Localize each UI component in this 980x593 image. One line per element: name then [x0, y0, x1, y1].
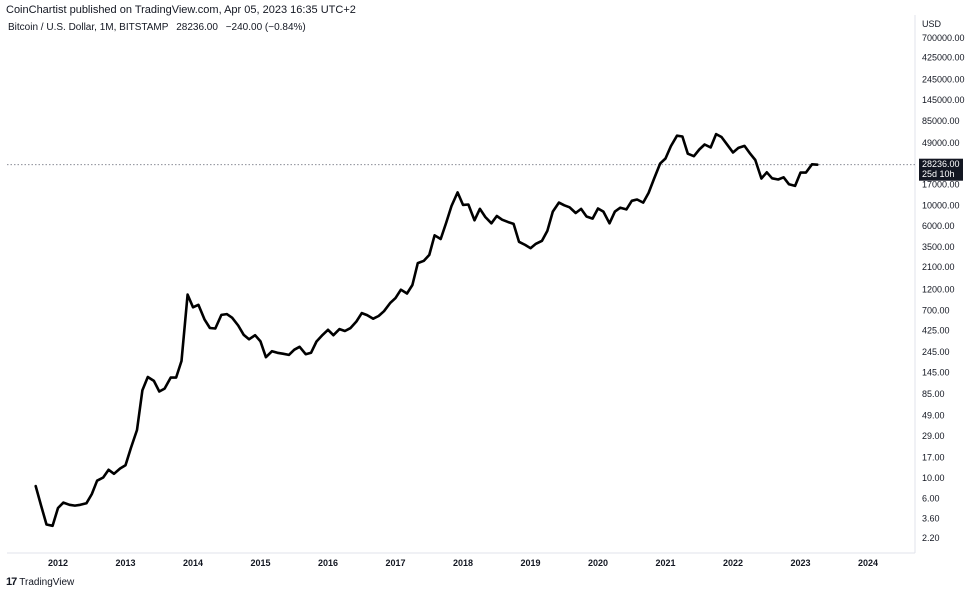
- price-tick-label: 2.20: [922, 533, 940, 543]
- price-tick-label: 700.00: [922, 306, 950, 316]
- symbol-change: −240.00 (−0.84%): [225, 22, 306, 33]
- currency-label: USD: [922, 19, 942, 29]
- price-tick-label: 1200.00: [922, 284, 955, 294]
- price-tick-label: 85.00: [922, 389, 945, 399]
- time-tick-label: 2023: [790, 558, 810, 568]
- price-tick-label: 10.00: [922, 473, 945, 483]
- price-tick-label: 2100.00: [922, 262, 955, 272]
- time-tick-label: 2019: [520, 558, 540, 568]
- price-tick-label: 29.00: [922, 431, 945, 441]
- price-axis[interactable]: USD 700000.00 425000.00 245000.00 145000.00 8…: [922, 19, 965, 543]
- price-tick-label: 145.00: [922, 368, 950, 378]
- price-tick-label: 49.00: [922, 411, 945, 421]
- last-price-badge-bg: [919, 158, 963, 181]
- price-tick-label: 17000.00: [922, 180, 960, 190]
- time-tick-label: 2021: [655, 558, 675, 568]
- price-tick-label: 425000.00: [922, 53, 965, 63]
- price-tick-label: 85000.00: [922, 116, 960, 126]
- symbol-last-price: 28236.00: [176, 22, 218, 33]
- time-tick-label: 2014: [183, 558, 203, 568]
- symbol-legend: Bitcoin / U.S. Dollar, 1M, BITSTAMP 2823…: [8, 22, 311, 33]
- axes-frame: [7, 15, 916, 554]
- time-tick-label: 2018: [453, 558, 473, 568]
- price-tick-label: 10000.00: [922, 201, 960, 211]
- time-tick-label: 2017: [385, 558, 405, 568]
- price-tick-label: 245000.00: [922, 74, 965, 84]
- btc-price-line: [34, 132, 819, 528]
- price-tick-label: 3500.00: [922, 242, 955, 252]
- symbol-name: Bitcoin / U.S. Dollar, 1M, BITSTAMP: [8, 22, 169, 33]
- price-tick-label: 3.60: [922, 514, 940, 524]
- price-tick-label: 49000.00: [922, 138, 960, 148]
- last-price-badge: 28236.00 25d 10h: [919, 158, 963, 181]
- price-series: [34, 132, 819, 528]
- time-tick-label: 2016: [318, 558, 338, 568]
- time-tick-label: 2013: [115, 558, 135, 568]
- time-tick-label: 2015: [250, 558, 270, 568]
- footer-brand: TradingView: [19, 576, 75, 588]
- time-tick-label: 2022: [723, 558, 743, 568]
- price-tick-label: 700000.00: [922, 33, 965, 43]
- price-tick-label: 425.00: [922, 325, 950, 335]
- footer: 17 TradingView: [6, 576, 74, 588]
- publish-info: CoinChartist published on TradingView.co…: [6, 4, 356, 16]
- last-price-badge-price: 28236.00: [922, 159, 960, 169]
- price-tick-label: 6000.00: [922, 221, 955, 231]
- price-tick-label: 17.00: [922, 452, 945, 462]
- price-tick-label: 245.00: [922, 347, 950, 357]
- tradingview-logo-icon: 17: [6, 576, 17, 588]
- time-tick-label: 2020: [588, 558, 608, 568]
- last-price-badge-countdown: 25d 10h: [922, 169, 955, 179]
- time-axis[interactable]: 2012 2013 2014 2015 2016 2017 2018 2019 2020 2021…: [48, 558, 878, 568]
- price-tick-label: 145000.00: [922, 95, 965, 105]
- time-tick-label: 2024: [858, 558, 878, 568]
- time-tick-label: 2012: [48, 558, 68, 568]
- price-tick-label: 6.00: [922, 493, 940, 503]
